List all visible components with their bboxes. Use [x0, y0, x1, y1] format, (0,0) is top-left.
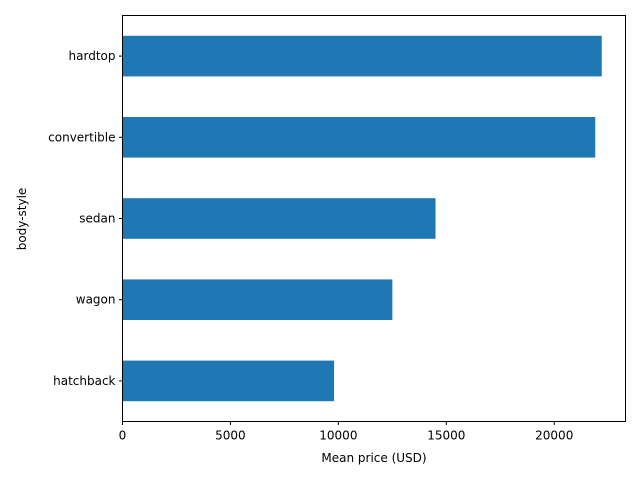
bar-convertible: [122, 117, 596, 158]
bars-layer: [122, 35, 602, 402]
x-tick-label-20000: 20000: [535, 429, 573, 443]
bar-hardtop: [122, 35, 602, 77]
y-tick-label-hardtop: hardtop: [69, 49, 116, 63]
plot-frame: [122, 15, 626, 422]
ticks-layer: hatchback wagon sedan convertible hardtop 0 50…: [48, 49, 573, 442]
y-axis-label: body-style: [15, 188, 29, 251]
x-tick-label-15000: 15000: [427, 429, 465, 443]
x-tick-label-10000: 10000: [319, 429, 357, 443]
y-tick-label-sedan: sedan: [79, 212, 115, 226]
bar-hatchback: [122, 360, 335, 402]
x-tick-label-0: 0: [119, 429, 127, 443]
bar-sedan: [122, 198, 436, 239]
x-axis-label: Mean price (USD): [321, 451, 426, 465]
y-tick-label-hatchback: hatchback: [53, 374, 115, 388]
y-tick-label-convertible: convertible: [48, 130, 115, 144]
x-tick-label-5000: 5000: [215, 429, 246, 443]
y-tick-label-wagon: wagon: [76, 293, 116, 307]
bar-wagon: [122, 279, 393, 320]
